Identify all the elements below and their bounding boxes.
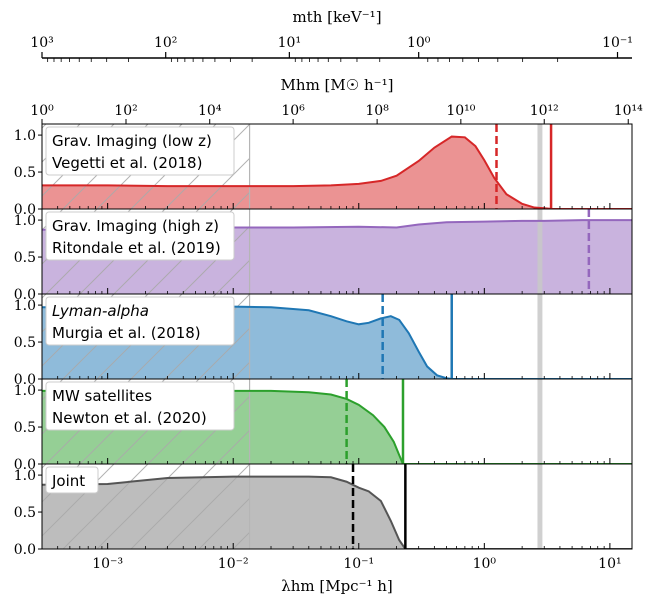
y-tick-label: 0.0 — [14, 372, 36, 388]
y-tick-label: 0.5 — [14, 420, 36, 436]
legend-text: Newton et al. (2020) — [52, 409, 207, 427]
gray-band — [537, 379, 543, 464]
y-tick-label: 0.0 — [14, 202, 36, 218]
bottom-axis: λhm [Mpc⁻¹ h] 10⁻³ 10⁻² 10⁻¹ 10⁰ 10¹ — [92, 556, 621, 595]
legend-box — [45, 466, 99, 494]
mth-tick-label: 10³ — [30, 35, 53, 51]
mth-tick-label: 10⁰ — [407, 35, 431, 51]
x-axis-title: λhm [Mpc⁻¹ h] — [281, 577, 393, 595]
legend-box — [45, 381, 235, 431]
gray-band — [537, 294, 543, 379]
panel-4: 0.0 0.5 1.0 MW satellites Newton et al. (202… — [14, 378, 633, 473]
mhm-tick-label: 10⁶ — [281, 103, 305, 119]
y-tick-label: 0.5 — [14, 165, 36, 181]
legend-box — [45, 126, 235, 176]
panel-5: 0.0 0.5 1.0 Joint — [14, 463, 633, 558]
top-axes: 10⁰ 10² 10⁴ 10⁶ 10⁸ 10¹⁰ 10¹² 10¹⁴ 10³ 10² 10¹ 10⁰ 1… — [30, 35, 643, 124]
x-tick-label: 10¹ — [598, 556, 621, 572]
y-tick-label: 0.5 — [14, 505, 36, 521]
mth-axis-title: mth [keV⁻¹] — [292, 8, 381, 26]
legend-text: Ritondale et al. (2019) — [52, 239, 221, 257]
y-tick-label: 1.0 — [14, 128, 36, 144]
legend-text: Murgia et al. (2018) — [52, 324, 201, 342]
panel-frame — [41, 463, 633, 550]
y-tick-label: 1.0 — [14, 468, 36, 484]
y-tick-label: 0.5 — [14, 335, 36, 351]
legend-text: Grav. Imaging (low z) — [52, 132, 212, 150]
gray-band — [537, 209, 543, 294]
y-tick-label: 1.0 — [14, 298, 36, 314]
gray-band — [537, 464, 543, 549]
posterior-line — [42, 135, 632, 209]
legend-box — [45, 296, 235, 346]
y-tick-label: 0.0 — [14, 542, 36, 558]
x-tick-label: 10⁰ — [473, 556, 497, 572]
mhm-tick-label: 10¹⁴ — [614, 103, 643, 119]
mth-tick-label: 10² — [154, 35, 177, 51]
y-tick-label: 0.5 — [14, 250, 36, 266]
panel-3: 0.0 0.5 1.0 Lyman-alpha Murgia et al. (2018) — [14, 293, 633, 388]
mth-tick-label: 10¹ — [278, 35, 301, 51]
panels: 0.0 0.5 1.0 Grav. Imaging (low z) Vegetti et… — [14, 123, 633, 558]
y-tick-label: 0.0 — [14, 457, 36, 473]
mhm-tick-label: 10⁴ — [198, 103, 222, 119]
mhm-axis-title: Mhm [M☉ h⁻¹] — [281, 76, 394, 94]
mhm-tick-label: 10⁰ — [30, 103, 54, 119]
mth-tick-label: 10⁻¹ — [602, 35, 633, 51]
mhm-tick-label: 10² — [114, 103, 137, 119]
legend-text: Lyman-alpha — [52, 302, 149, 320]
posterior-line — [42, 305, 632, 379]
posterior-line — [42, 475, 632, 549]
mhm-tick-label: 10¹² — [530, 103, 559, 119]
panel-2: 0.0 0.5 1.0 Grav. Imaging (high z) Ritondale… — [14, 208, 633, 303]
x-tick-label: 10⁻² — [218, 556, 249, 572]
gray-band — [537, 124, 543, 209]
legend-text: MW satellites — [52, 387, 152, 405]
mhm-tick-label: 10¹⁰ — [446, 103, 475, 119]
legend-box — [45, 211, 235, 261]
panel-1: 0.0 0.5 1.0 Grav. Imaging (low z) Vegetti et… — [14, 123, 633, 218]
y-tick-label: 1.0 — [14, 383, 36, 399]
x-tick-label: 10⁻¹ — [343, 556, 374, 572]
x-tick-label: 10⁻³ — [92, 556, 123, 572]
y-tick-label: 1.0 — [14, 213, 36, 229]
y-tick-label: 0.0 — [14, 287, 36, 303]
legend-text: Grav. Imaging (high z) — [52, 217, 219, 235]
mhm-tick-label: 10⁸ — [365, 103, 389, 119]
legend-text: Joint — [51, 472, 85, 490]
legend-text: Vegetti et al. (2018) — [52, 154, 202, 172]
